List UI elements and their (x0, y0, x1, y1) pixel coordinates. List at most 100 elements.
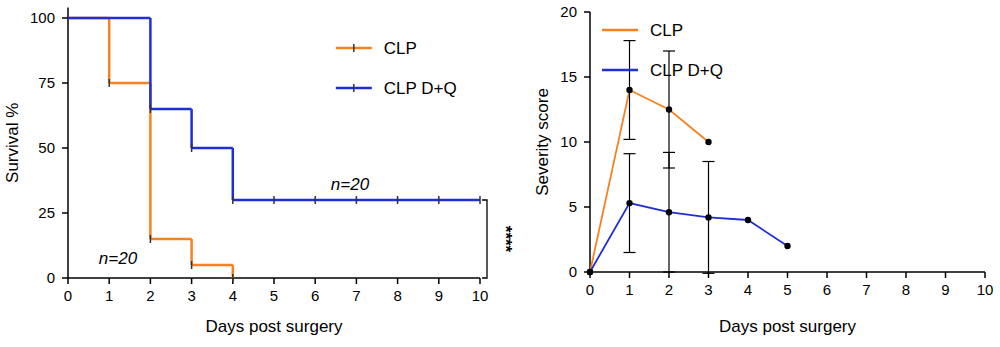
step-segment (192, 264, 233, 267)
censor-tick (273, 196, 275, 204)
x-tick (273, 278, 275, 284)
x-tick (150, 278, 152, 284)
legend: CLPCLP D+Q (336, 39, 457, 98)
y-tick-label: 50 (38, 139, 55, 156)
x-tick-label: 9 (435, 287, 443, 304)
y-tick (584, 76, 590, 78)
x-tick (905, 272, 907, 278)
error-cap (663, 271, 675, 272)
error-cap (663, 152, 675, 153)
step-segment (192, 147, 233, 150)
point (626, 87, 632, 93)
y-tick-label: 100 (30, 9, 55, 26)
x-tick (866, 272, 868, 278)
x-tick (397, 278, 399, 284)
legend-swatch (602, 29, 638, 32)
legend-label: CLP D+Q (384, 79, 457, 98)
y-tick (584, 11, 590, 13)
x-tick-label: 5 (270, 287, 278, 304)
x-tick-label: 3 (704, 281, 712, 298)
x-tick (479, 278, 481, 284)
x-tick-label: 7 (352, 287, 360, 304)
chart: 01234567891005101520Days post surgerySev… (533, 3, 993, 336)
censor-tick (356, 196, 358, 204)
annotation: **** (496, 226, 515, 253)
y-axis (67, 8, 69, 278)
series-line (590, 90, 709, 272)
point (745, 217, 751, 223)
x-tick (438, 278, 440, 284)
step-segment (150, 108, 191, 111)
point (626, 200, 632, 206)
y-tick-label: 20 (560, 3, 577, 20)
chart: 0123456789100255075100Days post surgeryS… (3, 8, 515, 336)
step-drop (232, 148, 235, 200)
x-tick (67, 278, 69, 284)
error-bar (624, 41, 636, 140)
y-tick-label: 10 (560, 133, 577, 150)
censor-tick (150, 235, 152, 243)
x-tick-label: 3 (187, 287, 195, 304)
error-bar (663, 152, 675, 272)
error-cap (703, 273, 715, 274)
y-tick-label: 25 (38, 204, 55, 221)
point (666, 209, 672, 215)
step-drop (149, 18, 152, 109)
censor-tick (150, 105, 152, 113)
legend: CLPCLP D+Q (602, 21, 723, 80)
step-drop (190, 109, 193, 148)
x-tick-label: 0 (64, 287, 72, 304)
censor-tick (191, 261, 193, 269)
x-tick (356, 278, 358, 284)
x-tick-label: 7 (862, 281, 870, 298)
point (587, 269, 593, 275)
point (784, 243, 790, 249)
point (705, 139, 711, 145)
y-tick (62, 212, 68, 214)
x-tick-label: 4 (744, 281, 752, 298)
x-tick-label: 2 (665, 281, 673, 298)
x-tick (787, 272, 789, 278)
x-tick-label: 6 (311, 287, 319, 304)
x-axis-title: Days post surgery (206, 317, 343, 336)
point (705, 214, 711, 220)
y-axis-title: Severity score (533, 88, 552, 196)
legend-label: CLP (650, 21, 683, 40)
y-tick-label: 15 (560, 68, 577, 85)
error-cap (624, 139, 636, 140)
y-tick-label: 0 (47, 269, 55, 286)
x-tick-label: 1 (105, 287, 113, 304)
step-segment (315, 199, 356, 202)
step-segment (233, 199, 274, 202)
error-cap (624, 252, 636, 253)
x-tick-label: 4 (229, 287, 237, 304)
x-tick-label: 8 (393, 287, 401, 304)
plot-area (587, 41, 791, 276)
annotation: n=20 (99, 249, 138, 268)
step-segment (356, 199, 397, 202)
point (587, 269, 593, 275)
y-tick-label: 75 (38, 74, 55, 91)
step-segment (109, 82, 150, 85)
y-tick-label: 5 (569, 198, 577, 215)
x-tick (629, 272, 631, 278)
y-tick (62, 277, 68, 279)
step-segment (439, 199, 480, 202)
annotation: n=20 (331, 175, 370, 194)
plot-area (68, 18, 480, 282)
step-segment (274, 199, 315, 202)
censor-tick (438, 196, 440, 204)
error-cap (624, 40, 636, 41)
error-cap (663, 50, 675, 51)
error-cap (624, 153, 636, 154)
y-tick (584, 141, 590, 143)
step-drop (108, 18, 111, 83)
significance-bracket (482, 200, 487, 278)
x-tick (314, 278, 316, 284)
y-tick (62, 82, 68, 84)
censor-tick (108, 79, 110, 87)
legend-marker (353, 44, 355, 52)
error-bar (624, 154, 636, 253)
censor-tick (479, 196, 481, 204)
x-tick-label: 2 (146, 287, 154, 304)
